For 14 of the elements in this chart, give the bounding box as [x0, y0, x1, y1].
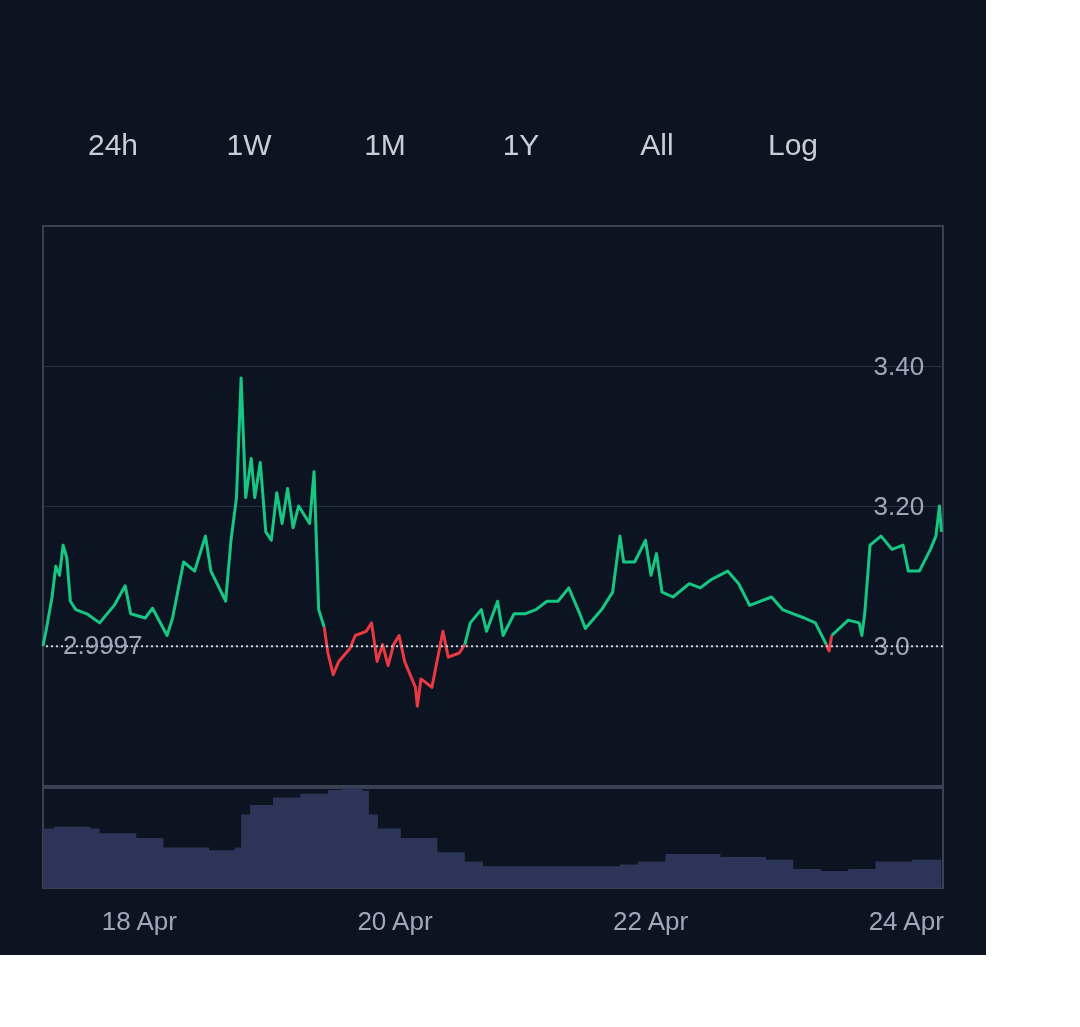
x-tick-label: 24 Apr: [868, 905, 945, 936]
y-tick-label: 3.0: [873, 630, 910, 661]
x-tick-label: 22 Apr: [613, 905, 689, 936]
text: Log: [767, 128, 819, 161]
text: 1M: [364, 128, 406, 161]
x-tick-label: 18 Apr: [101, 905, 178, 936]
text: 1Y: [502, 128, 540, 161]
y-tick-label: 3.20: [873, 490, 925, 521]
text: 24h: [87, 128, 139, 161]
y-tick-label: 3.40: [873, 350, 925, 381]
ref-line-label: 2.9997: [63, 630, 143, 661]
x-tick-label: 20 Apr: [357, 905, 433, 936]
text: 1W: [226, 128, 273, 161]
text: All: [640, 128, 674, 161]
